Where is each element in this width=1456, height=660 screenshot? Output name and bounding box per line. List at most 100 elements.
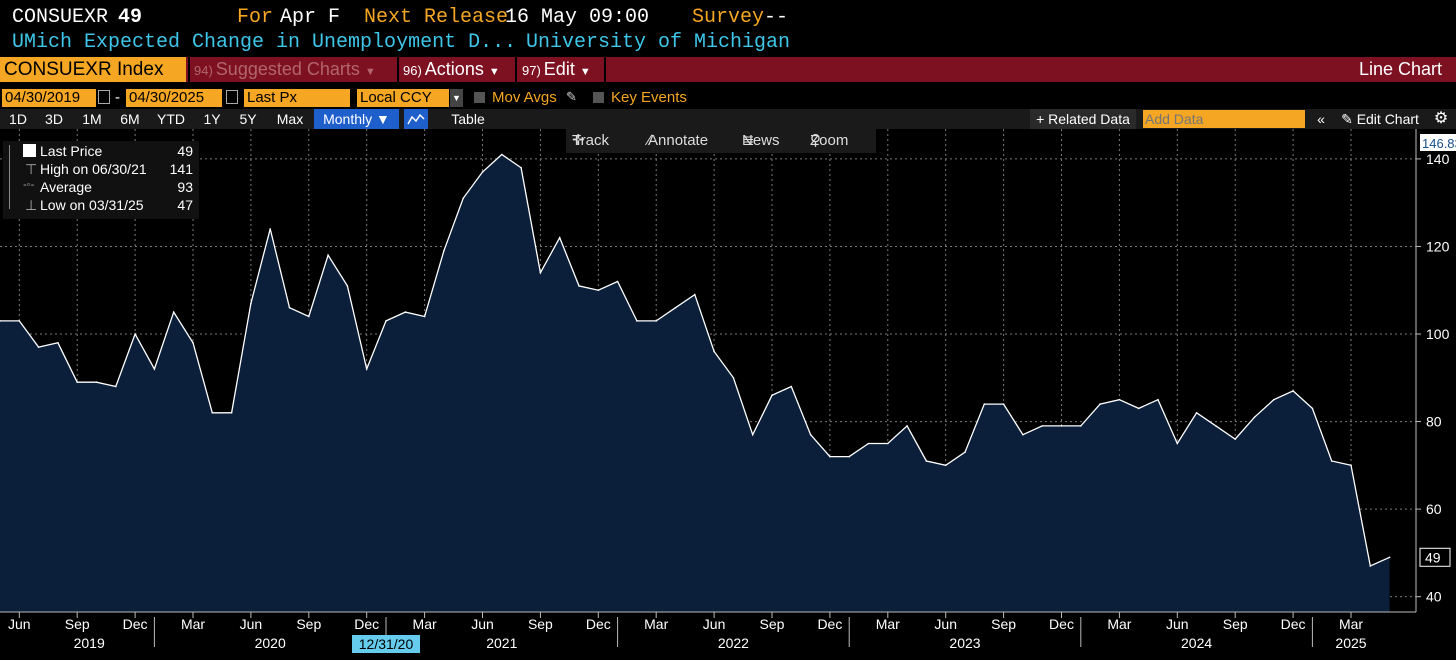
range-1d[interactable]: 1D bbox=[9, 111, 27, 127]
x-year-label: 2024 bbox=[1181, 635, 1212, 651]
chart-type-label: Line Chart bbox=[1358, 59, 1442, 79]
chart-options-row: 04/30/2019 - 04/30/2025 Last Px Local CC… bbox=[0, 87, 1456, 109]
index-label[interactable]: CONSUEXR Index bbox=[0, 57, 186, 82]
data-point bbox=[153, 368, 156, 370]
price-field-select[interactable]: Last Px bbox=[244, 89, 350, 107]
crosshair-date-tag bbox=[352, 635, 420, 653]
data-point bbox=[1157, 398, 1159, 401]
data-point bbox=[1350, 464, 1352, 467]
range-1m[interactable]: 1M bbox=[82, 111, 102, 127]
data-point bbox=[1253, 416, 1256, 419]
x-tick-label: Sep bbox=[991, 616, 1016, 632]
last-value-tag bbox=[1419, 547, 1451, 567]
data-point bbox=[520, 166, 522, 169]
data-point bbox=[925, 460, 928, 462]
data-point bbox=[944, 464, 947, 467]
data-point bbox=[327, 254, 329, 256]
y-tick-label: 140 bbox=[1426, 151, 1450, 167]
x-tick-label: Mar bbox=[413, 616, 437, 632]
next-release-value: 16 May 09:00 bbox=[505, 6, 650, 29]
collapse-icon[interactable]: « bbox=[1317, 111, 1325, 127]
data-point bbox=[211, 412, 214, 414]
y-tick-label: 40 bbox=[1426, 589, 1442, 605]
x-year-label: 2023 bbox=[949, 635, 980, 651]
data-point bbox=[790, 385, 793, 388]
data-point bbox=[1002, 403, 1005, 405]
data-point bbox=[1118, 398, 1121, 401]
range-max[interactable]: Max bbox=[276, 111, 304, 127]
data-point bbox=[887, 442, 889, 445]
source: University of Michigan bbox=[526, 31, 791, 54]
next-release-label: Next Release bbox=[364, 6, 509, 29]
range-toolbar: 1D 3D 1M 6M YTD 1Y 5Y Max Monthly ▼ Tabl… bbox=[0, 109, 1456, 129]
data-point bbox=[134, 333, 136, 335]
chart-tools: ✛ Track ∕ Annotate ≣ News ⚲ Zoom bbox=[566, 129, 876, 153]
x-tick-label: Dec bbox=[123, 616, 148, 632]
x-tick-label: Mar bbox=[1339, 616, 1363, 632]
last-value-label: 49 bbox=[1425, 549, 1441, 565]
annotate-label: Annotate bbox=[648, 132, 709, 149]
edit-label: Edit bbox=[543, 59, 575, 79]
data-point bbox=[1137, 407, 1140, 410]
function-menubar: CONSUEXR Index 94) Suggested Charts ▼ 96)… bbox=[0, 57, 1456, 82]
x-tick-label: Sep bbox=[1223, 616, 1248, 632]
end-date-field[interactable]: 04/30/2025 bbox=[126, 89, 222, 107]
calendar-icon[interactable] bbox=[98, 90, 110, 104]
currency-select[interactable]: Local CCY bbox=[357, 89, 449, 107]
data-point bbox=[983, 403, 986, 405]
suggested-charts-label: Suggested Charts bbox=[215, 59, 360, 79]
range-3d[interactable]: 3D bbox=[45, 111, 63, 127]
edit-chart-button[interactable]: ✎ Edit Chart bbox=[1334, 109, 1426, 129]
data-point bbox=[288, 306, 291, 309]
line-chart-icon[interactable] bbox=[404, 109, 428, 129]
pencil-icon: ✎ bbox=[1341, 111, 1353, 127]
data-point bbox=[539, 271, 542, 274]
key-events-checkbox[interactable] bbox=[593, 92, 604, 103]
add-data-input[interactable] bbox=[1143, 110, 1305, 128]
data-point bbox=[250, 302, 252, 305]
table-button[interactable]: Table bbox=[451, 111, 485, 127]
data-point bbox=[95, 381, 98, 383]
edit-chart-label: Edit Chart bbox=[1356, 111, 1419, 127]
x-year-label: 2019 bbox=[74, 635, 105, 651]
data-point bbox=[1022, 433, 1024, 436]
data-point bbox=[809, 433, 812, 436]
data-point bbox=[1176, 442, 1179, 445]
pencil-icon[interactable]: ✎ bbox=[566, 89, 577, 104]
date-dash: - bbox=[115, 89, 120, 106]
x-tick-label: Dec bbox=[354, 616, 379, 632]
for-value: Apr F bbox=[280, 6, 341, 29]
range-ytd[interactable]: YTD bbox=[157, 111, 185, 127]
calendar-icon[interactable] bbox=[226, 90, 238, 104]
period-select[interactable]: Monthly ▼ bbox=[314, 109, 399, 129]
data-point bbox=[636, 320, 638, 322]
start-date-field[interactable]: 04/30/2019 bbox=[2, 89, 96, 107]
range-1y[interactable]: 1Y bbox=[203, 111, 221, 127]
x-tick-label: Sep bbox=[296, 616, 321, 632]
data-point bbox=[1195, 412, 1198, 414]
zoom-label: Zoom bbox=[810, 132, 849, 149]
range-5y[interactable]: 5Y bbox=[239, 111, 257, 127]
low-marker-icon: ⊥ bbox=[25, 197, 38, 213]
actions-number: 96) bbox=[403, 63, 422, 78]
x-tick-label: Mar bbox=[181, 616, 205, 632]
chevron-down-icon[interactable]: ▼ bbox=[450, 89, 463, 107]
gear-icon[interactable]: ⚙ bbox=[1433, 110, 1449, 127]
legend-high-value: 141 bbox=[169, 161, 193, 177]
x-tick-label: Jun bbox=[934, 616, 957, 632]
legend-high-label: High on 06/30/21 bbox=[40, 161, 147, 177]
actions-menu[interactable]: 96) Actions ▼ bbox=[403, 57, 500, 82]
data-point bbox=[501, 153, 503, 156]
x-year-label: 2020 bbox=[255, 635, 286, 651]
area-fill bbox=[0, 154, 1390, 612]
suggested-charts-menu[interactable]: 94) Suggested Charts ▼ bbox=[194, 57, 376, 82]
related-data-button[interactable]: + Related Data bbox=[1030, 109, 1136, 129]
mov-avgs-checkbox[interactable] bbox=[474, 92, 485, 103]
data-point bbox=[1099, 403, 1101, 405]
mov-avgs-label: Mov Avgs bbox=[492, 89, 557, 106]
x-year-label: 2021 bbox=[486, 635, 517, 651]
edit-menu[interactable]: 97) Edit ▼ bbox=[522, 57, 591, 82]
data-point bbox=[771, 394, 773, 397]
range-6m[interactable]: 6M bbox=[120, 111, 140, 127]
